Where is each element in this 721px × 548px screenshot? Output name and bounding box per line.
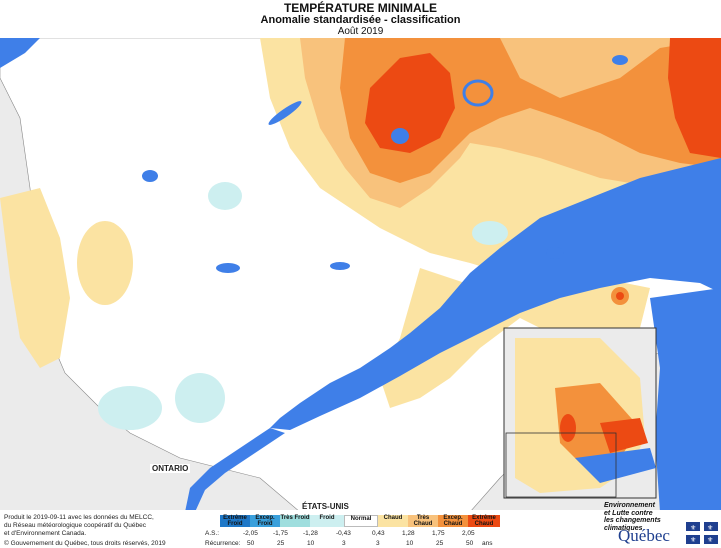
recurrence-4: 3: [376, 540, 380, 547]
svg-text:⚜: ⚜: [707, 536, 713, 544]
map-subtitle: Anomalie standardisée - classification: [260, 14, 461, 26]
quebec-flag-icon: ⚜ ⚜ ⚜ ⚜: [686, 522, 718, 544]
lake-7: [330, 262, 350, 270]
zone-extreme-chaud: [365, 53, 455, 153]
zone-froid-3: [175, 373, 225, 423]
legend-excep-froid: Excep. Froid: [250, 515, 280, 527]
lake-3: [612, 55, 628, 65]
footer-line-2: du Réseau météorologique coopératif du Q…: [4, 522, 147, 529]
lake-1: [391, 128, 409, 144]
zone-chaud-west: [0, 188, 70, 368]
footer-band: [0, 510, 721, 512]
svg-text:⚜: ⚜: [690, 536, 696, 544]
ministry-line-4: climatiques: [604, 524, 643, 532]
legend-froid: Froid: [310, 515, 344, 527]
legend-as-label: A.S.:: [205, 530, 220, 537]
st-lawrence-gulf: [270, 158, 721, 430]
legend-tres-froid-label: Très Froid: [280, 515, 310, 521]
recurrence-6: 25: [436, 540, 444, 547]
threshold-0: -2,05: [243, 530, 258, 537]
legend-extreme-chaud-label: Extrême Chaud: [472, 515, 496, 527]
label-usa: ÉTATS-UNIS: [300, 502, 351, 511]
legend-normal: Normal: [344, 515, 378, 527]
legend-froid-label: Froid: [319, 515, 335, 521]
zone-froid-4: [472, 221, 508, 245]
svg-text:⚜: ⚜: [690, 524, 696, 532]
recurrence-2: 10: [307, 540, 315, 547]
inset-extent-box: [505, 432, 617, 498]
inset-extreme: [600, 418, 648, 453]
threshold-4: 0,43: [372, 530, 385, 537]
footer-produced: Produit le 2019-09-11 avec les données d…: [4, 514, 154, 538]
legend-tres-chaud-label: Très Chaud: [413, 515, 433, 527]
map-title: TEMPÉRATURE MINIMALE: [283, 1, 438, 15]
inset-water: [575, 448, 656, 483]
threshold-5: 1,28: [402, 530, 415, 537]
recurrence-5: 10: [406, 540, 414, 547]
lake-5: [268, 101, 302, 125]
st-lawrence-river: [185, 428, 285, 512]
map-period: Août 2019: [337, 26, 384, 37]
recurrence-7: 50: [466, 540, 474, 547]
inset-extreme-2: [560, 414, 576, 442]
legend-tres-chaud: Très Chaud: [408, 515, 438, 527]
zone-extreme-chaud-spot-core: [616, 292, 624, 300]
legend-chaud: Chaud: [378, 515, 408, 527]
ministry-line-2: et Lutte contre: [604, 509, 653, 517]
footer-line-3: et d'Environnement Canada.: [4, 530, 87, 537]
west-water: [0, 38, 40, 68]
quebec-wordmark: Québec: [618, 526, 670, 545]
ministry-name: Environnement et Lutte contre les change…: [604, 502, 661, 532]
footer-copyright: © Gouvernement du Québec, tous droits ré…: [4, 540, 166, 547]
recurrence-0: 50: [247, 540, 255, 547]
legend-extreme-chaud: Extrême Chaud: [468, 515, 500, 527]
lake-6: [142, 170, 158, 182]
threshold-6: 1,75: [432, 530, 445, 537]
footer-line-1: Produit le 2019-09-11 avec les données d…: [4, 514, 154, 521]
legend-extreme-froid: Extrême Froid: [220, 515, 250, 527]
legend-excep-froid-label: Excep. Froid: [255, 515, 275, 527]
ministry-line-1: Environnement: [604, 502, 655, 509]
legend-excep-chaud-label: Excep. Chaud: [443, 515, 463, 527]
threshold-3: -0,43: [336, 530, 351, 537]
legend-excep-chaud: Excep. Chaud: [438, 515, 468, 527]
temperature-anomaly-map: [0, 38, 721, 512]
east-ocean: [650, 288, 721, 512]
legend-extreme-froid-label: Extrême Froid: [223, 515, 247, 527]
recurrence-1: 25: [277, 540, 285, 547]
legend-normal-label: Normal: [350, 516, 372, 522]
legend-recurrence-label: Récurrence:: [205, 540, 241, 547]
svg-text:⚜: ⚜: [707, 524, 713, 532]
recurrence-unit: ans: [482, 540, 493, 547]
legend-tres-froid: Très Froid: [280, 515, 310, 527]
threshold-1: -1,75: [273, 530, 288, 537]
ministry-line-3: les changements: [604, 517, 661, 524]
lake-8: [546, 247, 564, 259]
label-ontario: ONTARIO: [150, 464, 191, 473]
zone-froid-2: [98, 386, 162, 430]
threshold-2: -1,28: [303, 530, 318, 537]
threshold-7: 2,05: [462, 530, 475, 537]
zone-extreme-chaud-east: [668, 38, 721, 158]
zone-froid-1: [208, 182, 242, 210]
lake-2: [462, 79, 494, 107]
legend-chaud-label: Chaud: [383, 515, 403, 521]
lake-4: [216, 263, 240, 273]
zone-chaud-west-lake: [77, 221, 133, 305]
recurrence-3: 3: [342, 540, 346, 547]
